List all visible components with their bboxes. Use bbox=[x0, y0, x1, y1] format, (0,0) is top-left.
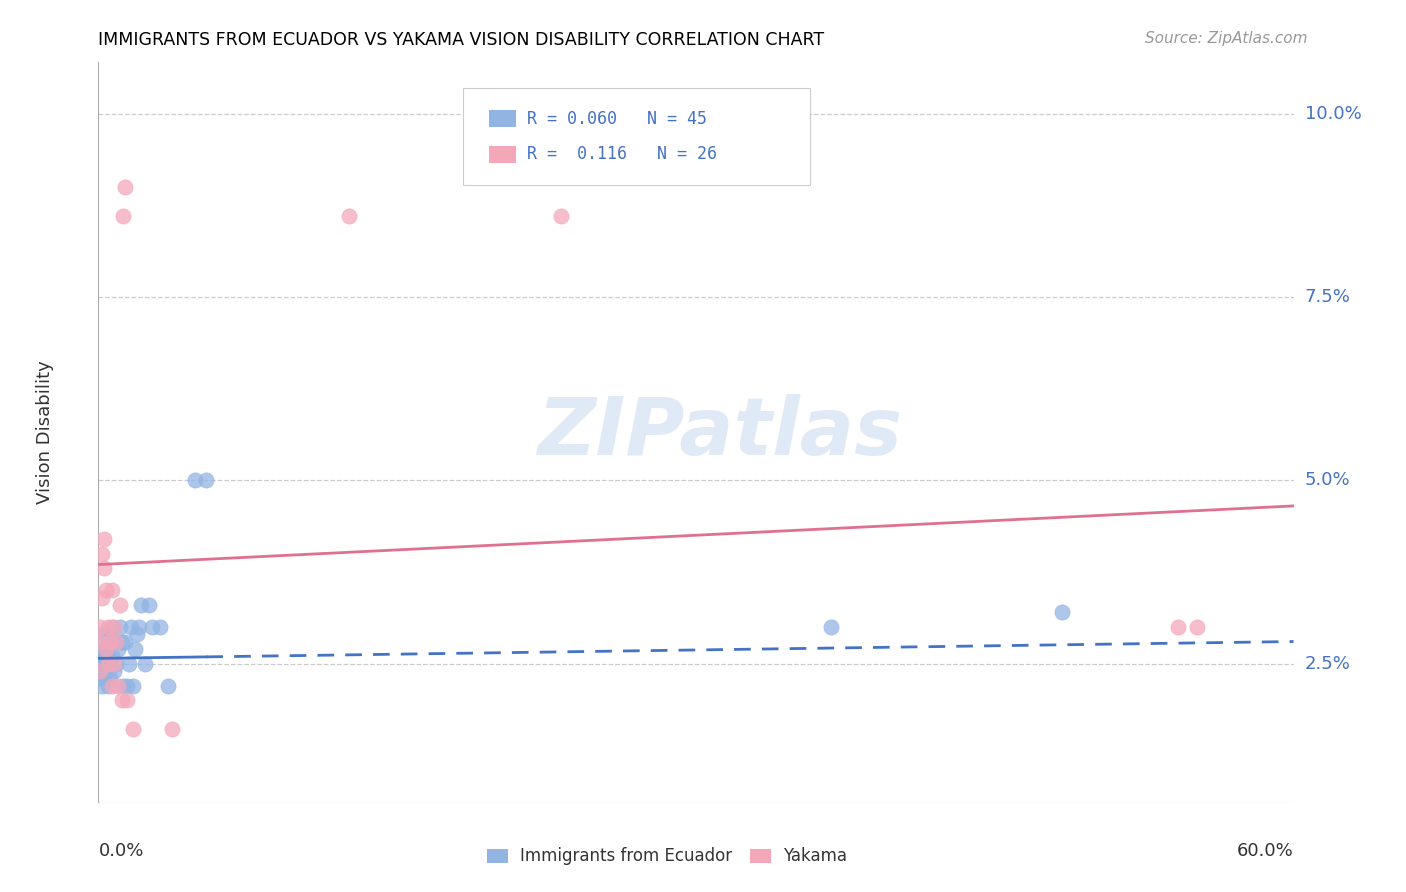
Point bbox=[98, 657, 121, 671]
Point bbox=[122, 723, 145, 737]
Point bbox=[138, 598, 160, 612]
Text: 7.5%: 7.5% bbox=[1305, 288, 1351, 306]
Text: ZIPatlas: ZIPatlas bbox=[537, 393, 903, 472]
Point bbox=[195, 473, 218, 487]
Text: 60.0%: 60.0% bbox=[1237, 842, 1294, 860]
Point bbox=[112, 210, 135, 224]
Point bbox=[107, 679, 129, 693]
Point bbox=[101, 679, 124, 693]
Point bbox=[160, 723, 183, 737]
Text: 5.0%: 5.0% bbox=[1305, 471, 1350, 490]
Point bbox=[93, 532, 115, 546]
Point bbox=[1050, 605, 1073, 619]
Bar bbox=[749, 849, 772, 863]
Point bbox=[149, 620, 172, 634]
Point bbox=[1185, 620, 1208, 634]
Point bbox=[108, 620, 131, 634]
Text: Immigrants from Ecuador: Immigrants from Ecuador bbox=[520, 847, 733, 865]
Point bbox=[103, 634, 125, 648]
Point bbox=[184, 473, 207, 487]
Point bbox=[89, 634, 111, 648]
Point bbox=[97, 620, 120, 634]
Point bbox=[93, 561, 115, 575]
Point bbox=[120, 620, 142, 634]
Text: 2.5%: 2.5% bbox=[1305, 655, 1351, 673]
Point bbox=[820, 620, 842, 634]
Text: IMMIGRANTS FROM ECUADOR VS YAKAMA VISION DISABILITY CORRELATION CHART: IMMIGRANTS FROM ECUADOR VS YAKAMA VISION… bbox=[98, 31, 824, 49]
Point bbox=[118, 657, 141, 671]
Point bbox=[89, 664, 111, 678]
Point bbox=[94, 583, 117, 598]
Point bbox=[98, 671, 121, 685]
Point bbox=[97, 627, 120, 641]
Point bbox=[98, 634, 121, 648]
Point bbox=[110, 693, 132, 707]
Point bbox=[117, 679, 139, 693]
Point bbox=[97, 679, 120, 693]
Point bbox=[114, 180, 136, 194]
Point bbox=[93, 627, 115, 641]
Point bbox=[94, 641, 117, 656]
Text: Yakama: Yakama bbox=[783, 847, 848, 865]
Bar bbox=[489, 146, 516, 162]
Point bbox=[114, 634, 136, 648]
Point bbox=[91, 664, 114, 678]
Point bbox=[91, 591, 114, 605]
Bar bbox=[486, 849, 509, 863]
Point bbox=[93, 649, 115, 664]
Point bbox=[125, 627, 148, 641]
Point bbox=[91, 679, 114, 693]
Point bbox=[91, 547, 114, 561]
Text: 0.0%: 0.0% bbox=[98, 842, 143, 860]
Point bbox=[94, 657, 117, 671]
Point bbox=[110, 634, 132, 648]
Point bbox=[104, 657, 127, 671]
Point bbox=[108, 598, 131, 612]
Point bbox=[103, 664, 125, 678]
Point bbox=[141, 620, 163, 634]
Point bbox=[91, 641, 114, 656]
Point bbox=[94, 641, 117, 656]
Point bbox=[94, 664, 117, 678]
Point bbox=[112, 679, 135, 693]
Point bbox=[101, 620, 124, 634]
Point bbox=[134, 657, 156, 671]
Point bbox=[98, 634, 121, 648]
Text: Vision Disability: Vision Disability bbox=[35, 360, 53, 505]
Point bbox=[89, 657, 111, 671]
Point bbox=[91, 657, 114, 671]
Point bbox=[124, 641, 146, 656]
Text: Source: ZipAtlas.com: Source: ZipAtlas.com bbox=[1144, 31, 1308, 46]
Point bbox=[1167, 620, 1189, 634]
FancyBboxPatch shape bbox=[463, 88, 810, 185]
Bar bbox=[489, 111, 516, 127]
Point bbox=[89, 649, 111, 664]
Point bbox=[550, 210, 572, 224]
Text: R = 0.060   N = 45: R = 0.060 N = 45 bbox=[527, 110, 707, 128]
Point bbox=[122, 679, 145, 693]
Point bbox=[104, 634, 127, 648]
Point bbox=[129, 598, 152, 612]
Point bbox=[117, 693, 139, 707]
Point bbox=[89, 671, 111, 685]
Point bbox=[97, 657, 120, 671]
Point bbox=[93, 671, 115, 685]
Point bbox=[337, 210, 360, 224]
Point bbox=[101, 583, 124, 598]
Point bbox=[101, 649, 124, 664]
Text: R =  0.116   N = 26: R = 0.116 N = 26 bbox=[527, 145, 717, 163]
Point bbox=[104, 634, 127, 648]
Point bbox=[107, 641, 129, 656]
Text: 10.0%: 10.0% bbox=[1305, 104, 1361, 123]
Point bbox=[103, 620, 125, 634]
Point bbox=[156, 679, 179, 693]
Point bbox=[97, 649, 120, 664]
Point bbox=[128, 620, 150, 634]
Point bbox=[89, 620, 111, 634]
Point bbox=[103, 657, 125, 671]
